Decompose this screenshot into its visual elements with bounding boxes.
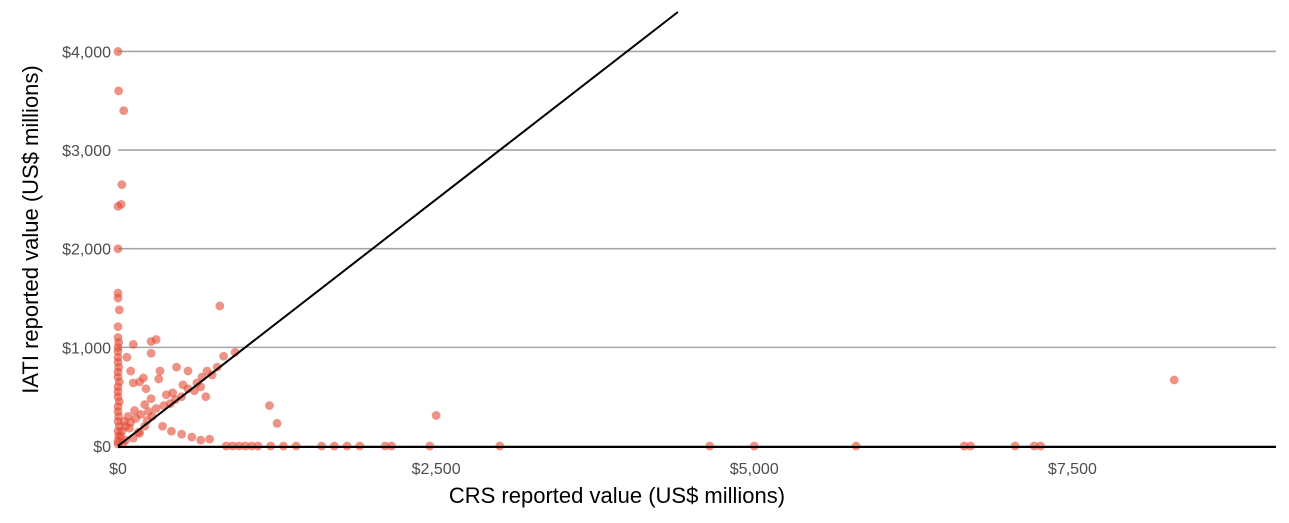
data-point xyxy=(119,416,129,426)
data-point xyxy=(201,392,211,402)
y-tick-label: $4,000 xyxy=(62,44,111,61)
x-tick-label: $2,500 xyxy=(412,461,461,478)
data-point xyxy=(151,404,161,413)
x-axis-title: CRS reported value (US$ millions) xyxy=(449,483,785,508)
data-point xyxy=(113,201,123,211)
data-point xyxy=(158,421,167,431)
data-point xyxy=(196,435,206,445)
data-point xyxy=(167,426,176,436)
x-tick-label: $7,500 xyxy=(1048,461,1097,478)
reference-line-layer xyxy=(117,11,679,447)
data-point xyxy=(141,384,151,394)
data-point xyxy=(146,348,156,358)
data-point xyxy=(126,366,136,376)
data-point xyxy=(205,434,215,444)
points-layer xyxy=(113,47,1179,451)
data-point xyxy=(187,432,197,442)
data-point xyxy=(113,47,123,56)
data-point xyxy=(215,301,225,311)
data-point xyxy=(114,86,124,96)
data-point xyxy=(135,377,145,387)
data-point xyxy=(128,340,138,349)
data-point xyxy=(119,106,129,116)
axis-layer: $0 $1,000 $2,000 $3,000 $4,000 $0 $2,500 $5,000… xyxy=(62,44,1276,478)
data-point xyxy=(431,411,441,420)
data-point xyxy=(212,362,222,372)
data-point xyxy=(183,366,193,376)
data-point xyxy=(114,305,124,315)
data-point xyxy=(146,337,156,346)
grid-layer xyxy=(118,50,1276,447)
data-point xyxy=(113,293,123,303)
data-point xyxy=(155,366,165,376)
data-point xyxy=(130,406,139,415)
data-point xyxy=(1169,375,1179,385)
data-point xyxy=(177,429,187,439)
data-point xyxy=(146,394,156,404)
y-tick-label: $1,000 xyxy=(62,340,111,357)
data-point xyxy=(219,351,229,361)
data-point xyxy=(172,362,181,372)
identity-line xyxy=(117,11,679,447)
data-point xyxy=(113,322,123,332)
data-point xyxy=(113,244,123,254)
y-tick-label: $0 xyxy=(93,439,111,456)
data-point xyxy=(161,390,171,400)
data-point xyxy=(154,374,164,384)
data-point xyxy=(125,423,134,433)
y-tick-label: $2,000 xyxy=(62,242,111,259)
y-tick-label: $3,000 xyxy=(62,143,111,160)
x-tick-label: $5,000 xyxy=(730,461,779,478)
data-point xyxy=(122,352,132,362)
data-point xyxy=(265,401,274,410)
data-point xyxy=(272,418,282,428)
data-point xyxy=(207,370,217,380)
x-tick-label: $0 xyxy=(109,461,127,478)
y-axis-title: IATI reported value (US$ millions) xyxy=(18,65,43,394)
data-point xyxy=(140,400,150,409)
data-point xyxy=(117,180,127,190)
